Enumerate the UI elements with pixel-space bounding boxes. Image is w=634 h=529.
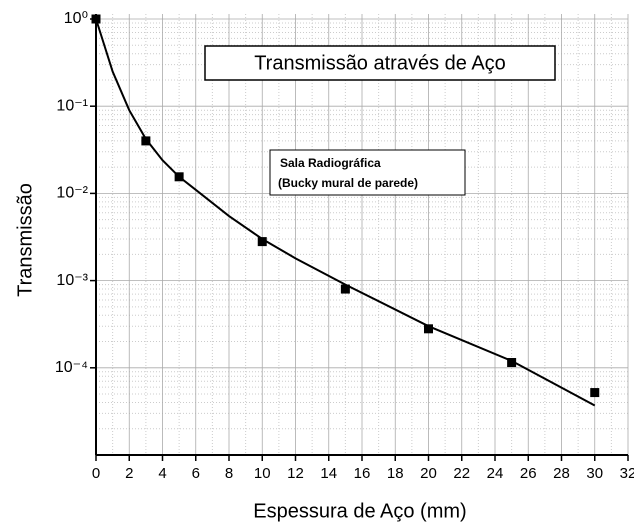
x-axis-label: Espessura de Aço (mm) — [253, 500, 466, 522]
y-tick-label: 10⁻³ — [56, 272, 88, 289]
y-tick-label: 10⁻² — [56, 185, 88, 202]
x-tick-label: 0 — [92, 465, 100, 482]
x-tick-label: 20 — [420, 465, 437, 482]
data-point — [590, 388, 600, 398]
y-tick-label: 10⁻¹ — [56, 97, 88, 114]
x-tick-label: 32 — [620, 465, 634, 482]
x-tick-label: 24 — [487, 465, 504, 482]
x-tick-label: 4 — [158, 465, 166, 482]
x-tick-label: 2 — [125, 465, 133, 482]
chart-title: Transmissão através de Aço — [254, 52, 506, 74]
x-tick-label: 30 — [586, 465, 603, 482]
data-point — [257, 237, 267, 247]
data-point — [340, 284, 350, 294]
x-tick-label: 6 — [192, 465, 200, 482]
y-tick-label: 10⁻⁴ — [55, 359, 88, 376]
x-tick-label: 14 — [320, 465, 337, 482]
x-tick-label: 26 — [520, 465, 537, 482]
y-axis-label: Transmissão — [14, 183, 36, 297]
x-tick-label: 18 — [387, 465, 404, 482]
data-point — [507, 358, 517, 368]
x-tick-label: 22 — [453, 465, 470, 482]
annotation: (Bucky mural de parede) — [278, 176, 418, 190]
data-point — [141, 136, 151, 146]
x-tick-label: 28 — [553, 465, 570, 482]
data-point — [91, 14, 101, 24]
fit-line — [95, 18, 596, 407]
data-point — [174, 172, 184, 182]
x-tick-label: 12 — [287, 465, 304, 482]
x-tick-label: 8 — [225, 465, 233, 482]
annotation: Sala Radiográfica — [280, 156, 381, 170]
plot: 0 2 4 6 8 10 12 14 16 18 20 22 24 26 28 30 3210⁰10⁻¹10⁻²… — [55, 10, 634, 482]
x-tick-label: 16 — [354, 465, 371, 482]
annotation-box — [269, 149, 466, 196]
data-point — [424, 324, 433, 334]
title-box — [204, 45, 556, 81]
y-tick-label: 10⁰ — [64, 10, 88, 27]
x-tick-label: 10 — [254, 465, 271, 482]
